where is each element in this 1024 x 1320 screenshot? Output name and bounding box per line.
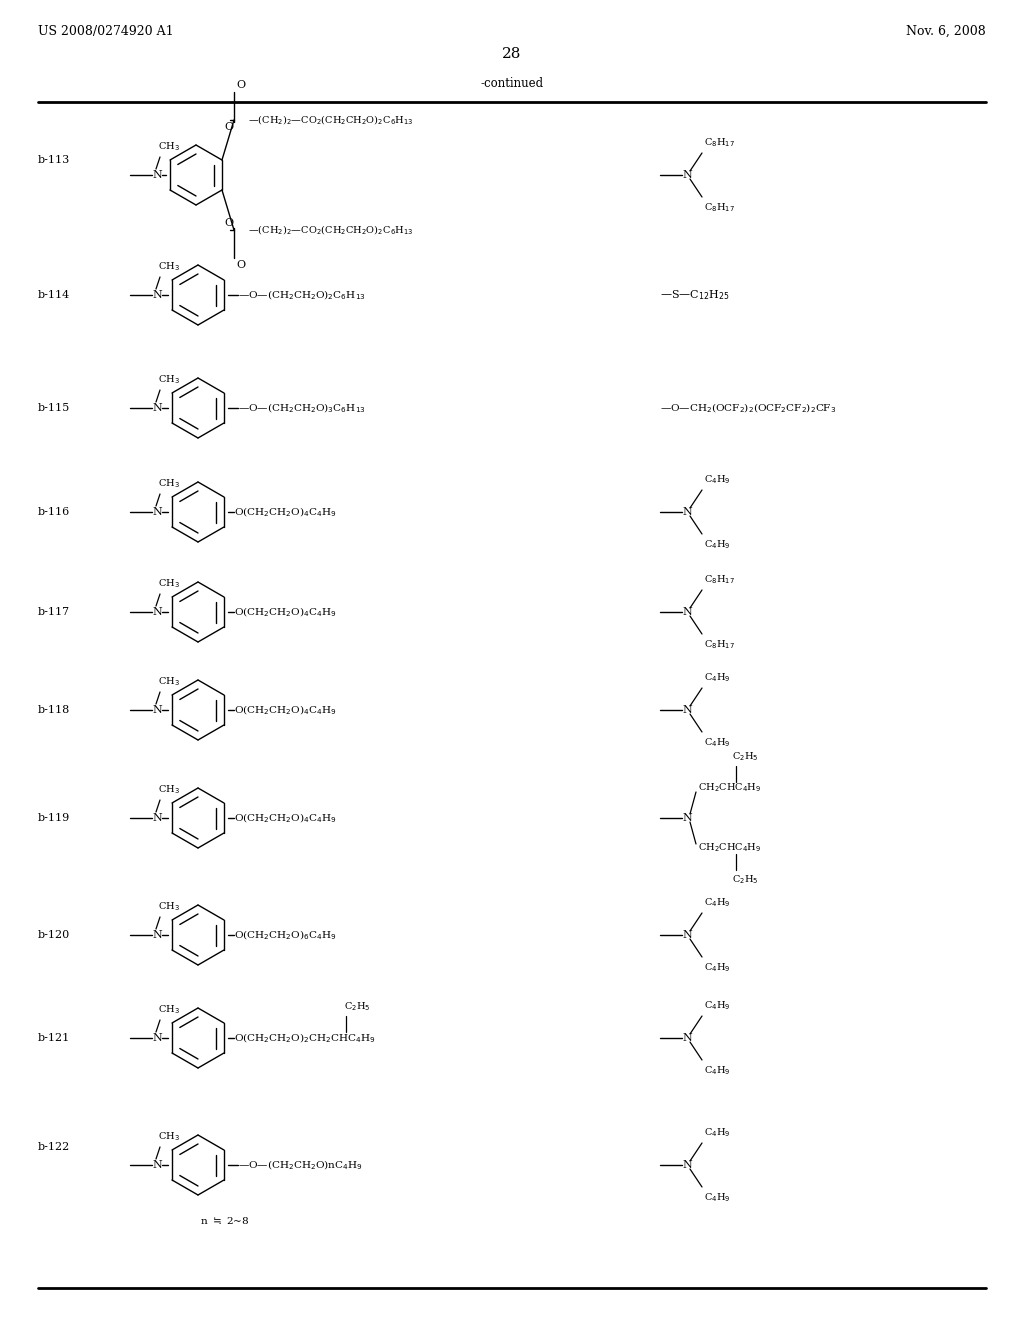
Text: N: N (152, 607, 162, 616)
Text: b-120: b-120 (38, 931, 71, 940)
Text: C$_4$H$_9$: C$_4$H$_9$ (705, 999, 730, 1012)
Text: —O—(CH$_2$CH$_2$O)$_2$C$_6$H$_{13}$: —O—(CH$_2$CH$_2$O)$_2$C$_6$H$_{13}$ (238, 288, 366, 302)
Text: C$_8$H$_{17}$: C$_8$H$_{17}$ (705, 201, 735, 214)
Text: N: N (682, 607, 692, 616)
Text: O(CH$_2$CH$_2$O)$_4$C$_4$H$_9$: O(CH$_2$CH$_2$O)$_4$C$_4$H$_9$ (234, 506, 337, 519)
Text: N: N (682, 170, 692, 180)
Text: O(CH$_2$CH$_2$O)$_4$C$_4$H$_9$: O(CH$_2$CH$_2$O)$_4$C$_4$H$_9$ (234, 812, 337, 825)
Text: CH$_3$: CH$_3$ (158, 260, 180, 273)
Text: C$_8$H$_{17}$: C$_8$H$_{17}$ (705, 573, 735, 586)
Text: -continued: -continued (480, 77, 544, 90)
Text: O: O (236, 81, 245, 90)
Text: C$_4$H$_9$: C$_4$H$_9$ (705, 1126, 730, 1139)
Text: —(CH$_2$)$_2$—CO$_2$(CH$_2$CH$_2$O)$_2$C$_6$H$_{13}$: —(CH$_2$)$_2$—CO$_2$(CH$_2$CH$_2$O)$_2$C… (248, 223, 414, 236)
Text: CH$_3$: CH$_3$ (158, 676, 180, 688)
Text: O: O (224, 218, 233, 228)
Text: N: N (682, 1160, 692, 1170)
Text: N: N (152, 705, 162, 715)
Text: —(CH$_2$)$_2$—CO$_2$(CH$_2$CH$_2$O)$_2$C$_6$H$_{13}$: —(CH$_2$)$_2$—CO$_2$(CH$_2$CH$_2$O)$_2$C… (248, 114, 414, 127)
Text: N: N (152, 1160, 162, 1170)
Text: C$_2$H$_5$: C$_2$H$_5$ (344, 1001, 371, 1012)
Text: C$_4$H$_9$: C$_4$H$_9$ (705, 961, 730, 974)
Text: CH$_3$: CH$_3$ (158, 783, 180, 796)
Text: CH$_2$CHC$_4$H$_9$: CH$_2$CHC$_4$H$_9$ (698, 842, 761, 854)
Text: —O—CH$_2$(OCF$_2$)$_2$(OCF$_2$CF$_2$)$_2$CF$_3$: —O—CH$_2$(OCF$_2$)$_2$(OCF$_2$CF$_2$)$_2… (660, 401, 837, 414)
Text: N: N (152, 170, 162, 180)
Text: N: N (682, 507, 692, 517)
Text: US 2008/0274920 A1: US 2008/0274920 A1 (38, 25, 174, 38)
Text: C$_4$H$_9$: C$_4$H$_9$ (705, 539, 730, 550)
Text: N: N (152, 290, 162, 300)
Text: b-117: b-117 (38, 607, 70, 616)
Text: N: N (152, 507, 162, 517)
Text: C$_4$H$_9$: C$_4$H$_9$ (705, 1064, 730, 1077)
Text: O(CH$_2$CH$_2$O)$_4$C$_4$H$_9$: O(CH$_2$CH$_2$O)$_4$C$_4$H$_9$ (234, 605, 337, 619)
Text: N: N (682, 931, 692, 940)
Text: N: N (152, 813, 162, 822)
Text: n $\fallingdotseq$ 2~8: n $\fallingdotseq$ 2~8 (200, 1214, 249, 1225)
Text: C$_4$H$_9$: C$_4$H$_9$ (705, 1191, 730, 1204)
Text: b-114: b-114 (38, 290, 71, 300)
Text: C$_8$H$_{17}$: C$_8$H$_{17}$ (705, 136, 735, 149)
Text: C$_2$H$_5$: C$_2$H$_5$ (732, 873, 759, 886)
Text: b-119: b-119 (38, 813, 71, 822)
Text: b-113: b-113 (38, 154, 71, 165)
Text: b-121: b-121 (38, 1034, 71, 1043)
Text: C$_4$H$_9$: C$_4$H$_9$ (705, 671, 730, 684)
Text: —O—(CH$_2$CH$_2$O)nC$_4$H$_9$: —O—(CH$_2$CH$_2$O)nC$_4$H$_9$ (238, 1158, 362, 1172)
Text: CH$_3$: CH$_3$ (158, 374, 180, 385)
Text: N: N (152, 403, 162, 413)
Text: N: N (682, 813, 692, 822)
Text: —O—(CH$_2$CH$_2$O)$_3$C$_6$H$_{13}$: —O—(CH$_2$CH$_2$O)$_3$C$_6$H$_{13}$ (238, 401, 366, 414)
Text: O: O (236, 260, 245, 271)
Text: 28: 28 (503, 48, 521, 61)
Text: O(CH$_2$CH$_2$O)$_2$CH$_2$CHC$_4$H$_9$: O(CH$_2$CH$_2$O)$_2$CH$_2$CHC$_4$H$_9$ (234, 1031, 376, 1045)
Text: N: N (682, 1034, 692, 1043)
Text: CH$_3$: CH$_3$ (158, 1130, 180, 1143)
Text: CH$_2$CHC$_4$H$_9$: CH$_2$CHC$_4$H$_9$ (698, 781, 761, 795)
Text: CH$_3$: CH$_3$ (158, 577, 180, 590)
Text: b-122: b-122 (38, 1142, 71, 1152)
Text: CH$_3$: CH$_3$ (158, 900, 180, 913)
Text: C$_4$H$_9$: C$_4$H$_9$ (705, 896, 730, 909)
Text: —S—C$_{12}$H$_{25}$: —S—C$_{12}$H$_{25}$ (660, 288, 730, 302)
Text: CH$_3$: CH$_3$ (158, 478, 180, 490)
Text: O(CH$_2$CH$_2$O)$_6$C$_4$H$_9$: O(CH$_2$CH$_2$O)$_6$C$_4$H$_9$ (234, 928, 337, 941)
Text: b-118: b-118 (38, 705, 71, 715)
Text: N: N (152, 931, 162, 940)
Text: C$_4$H$_9$: C$_4$H$_9$ (705, 737, 730, 748)
Text: b-116: b-116 (38, 507, 71, 517)
Text: Nov. 6, 2008: Nov. 6, 2008 (906, 25, 986, 38)
Text: O(CH$_2$CH$_2$O)$_4$C$_4$H$_9$: O(CH$_2$CH$_2$O)$_4$C$_4$H$_9$ (234, 704, 337, 717)
Text: C$_4$H$_9$: C$_4$H$_9$ (705, 473, 730, 486)
Text: CH$_3$: CH$_3$ (158, 140, 180, 153)
Text: C$_8$H$_{17}$: C$_8$H$_{17}$ (705, 638, 735, 651)
Text: C$_2$H$_5$: C$_2$H$_5$ (732, 750, 759, 763)
Text: O: O (224, 121, 233, 132)
Text: N: N (152, 1034, 162, 1043)
Text: b-115: b-115 (38, 403, 71, 413)
Text: N: N (682, 705, 692, 715)
Text: CH$_3$: CH$_3$ (158, 1003, 180, 1016)
